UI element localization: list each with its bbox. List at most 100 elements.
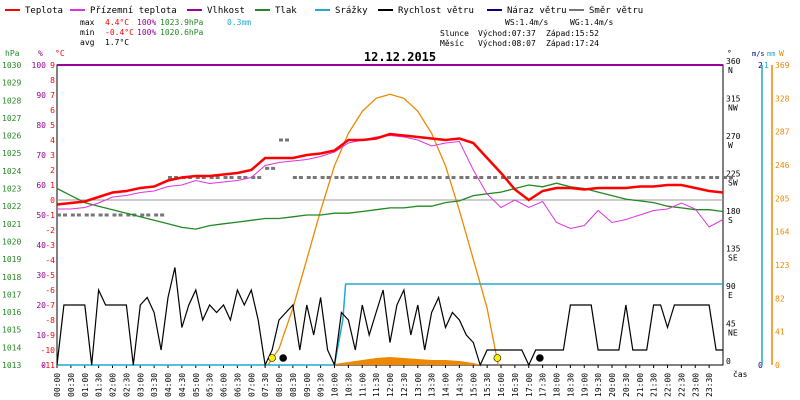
ms-tick-label: 0	[758, 361, 763, 370]
legend: Teplota Přízemní teplota Vlhkost Tlak Srážky…	[5, 6, 643, 16]
w-tick-label: 0	[775, 361, 780, 370]
celsius-tick-label: 2	[50, 166, 55, 175]
hpa-tick-label: 1020	[2, 237, 21, 246]
legend-label: Srážky	[335, 6, 368, 16]
stat-pressure: 1023.9hPa	[160, 18, 204, 27]
stat-temp: -0.4°C	[105, 28, 134, 37]
stat-temp: 1.7°C	[105, 38, 129, 47]
time-tick-label: 07:30	[261, 373, 270, 397]
legend-label: Tlak	[275, 6, 297, 16]
w-tick-label: 164	[775, 228, 790, 237]
time-tick-label: 11:00	[358, 373, 367, 397]
percent-tick-label: 100	[32, 61, 47, 70]
wind-speed-info: WS:1.4m/s	[505, 18, 549, 27]
stat-label: min	[80, 28, 95, 37]
degree-tick-label: 180	[726, 207, 741, 216]
celsius-tick-label: -8	[45, 316, 55, 325]
w-unit: W	[779, 49, 784, 58]
time-tick-label: 03:00	[136, 373, 145, 397]
direction-tick-label: SW	[728, 179, 738, 188]
percent-tick-label: 90	[36, 91, 46, 100]
wind-gust-info: WG:1.4m/s	[570, 18, 614, 27]
celsius-tick-label: -3	[45, 241, 55, 250]
ground-temperature-line	[57, 134, 724, 230]
celsius-tick-label: -11	[41, 361, 56, 370]
time-tick-label: 15:00	[469, 373, 478, 397]
stat-rain: 0.3mm	[227, 18, 251, 27]
w-tick-label: 328	[775, 94, 790, 103]
time-tick-label: 17:30	[539, 373, 548, 397]
pressure-line	[56, 182, 724, 230]
hpa-tick-label: 1028	[2, 96, 21, 105]
time-tick-label: 08:00	[275, 373, 284, 397]
hpa-tick-label: 1026	[2, 132, 21, 141]
percent-tick-label: 40	[36, 241, 46, 250]
time-tick-label: 06:30	[233, 373, 242, 397]
time-tick-label: 12:00	[386, 373, 395, 397]
hpa-unit: hPa	[5, 49, 20, 58]
hpa-tick-label: 1015	[2, 326, 21, 335]
degree-tick-label: 90	[726, 282, 736, 291]
percent-tick-label: 50	[36, 211, 46, 220]
time-tick-label: 10:00	[331, 373, 340, 397]
direction-tick-label: S	[728, 216, 733, 225]
hpa-tick-label: 1017	[2, 290, 21, 299]
celsius-tick-label: -9	[45, 331, 55, 340]
hpa-tick-label: 1019	[2, 255, 21, 264]
precipitation-line	[57, 283, 723, 366]
chart-title: 12.12.2015	[364, 50, 436, 64]
hpa-tick-label: 1029	[2, 79, 21, 88]
ms-unit: m/s	[752, 50, 765, 58]
direction-tick-label: NW	[728, 104, 738, 113]
celsius-tick-label: -7	[45, 301, 55, 310]
wind-speed-line	[56, 267, 723, 368]
legend-label: Vlhkost	[207, 6, 245, 16]
time-tick-label: 15:30	[483, 373, 492, 397]
time-tick-label: 21:30	[650, 373, 659, 397]
moonset-time: Západ:17:24	[546, 39, 599, 48]
hpa-tick-label: 1025	[2, 149, 21, 158]
celsius-tick-label: -4	[45, 256, 55, 265]
celsius-unit: °C	[55, 49, 65, 58]
hpa-tick-label: 1023	[2, 185, 21, 194]
stat-humidity: 100%	[137, 28, 156, 37]
time-tick-label: 19:00	[580, 373, 589, 397]
time-tick-label: 09:30	[317, 373, 326, 397]
time-tick-label: 05:00	[192, 373, 201, 397]
time-tick-label: 10:30	[344, 373, 353, 397]
time-tick-label: 11:30	[372, 373, 381, 397]
hpa-tick-label: 1016	[2, 308, 21, 317]
time-tick-label: 06:00	[220, 373, 229, 397]
celsius-tick-label: 4	[50, 136, 55, 145]
legend-label: Teplota	[25, 6, 63, 16]
time-tick-label: 21:00	[636, 373, 645, 397]
time-tick-label: 23:00	[691, 373, 700, 397]
time-tick-label: 02:30	[122, 373, 131, 397]
time-tick-label: 14:30	[455, 373, 464, 397]
time-tick-label: 01:00	[81, 373, 90, 397]
stat-label: avg	[80, 38, 95, 47]
moonrise-time: Východ:08:07	[478, 39, 536, 48]
stats-panel: max 4.4°C 100% 1023.9hPa 0.3mm min -0.4°C 100% 1…	[80, 18, 614, 48]
legend-label: Přízemní teplota	[90, 6, 177, 16]
w-tick-label: 369	[775, 61, 790, 70]
time-tick-label: 04:00	[164, 373, 173, 397]
time-tick-label: 01:30	[95, 373, 104, 397]
mm-unit: mm	[767, 50, 775, 58]
degree-tick-label: 0	[726, 357, 731, 366]
celsius-tick-label: 8	[50, 76, 55, 85]
event-marker-moonrise	[279, 354, 287, 362]
celsius-tick-label: -1	[45, 211, 55, 220]
sunset-time: Západ:15:52	[546, 29, 599, 38]
direction-tick-label: W	[728, 141, 733, 150]
time-tick-label: 14:00	[442, 373, 451, 397]
direction-tick-label: N	[728, 66, 733, 75]
time-tick-label: 13:00	[414, 373, 423, 397]
hpa-tick-label: 1013	[2, 361, 21, 370]
degree-tick-label: 270	[726, 132, 741, 141]
time-tick-label: 16:30	[511, 373, 520, 397]
percent-tick-label: 70	[36, 151, 46, 160]
percent-tick-label: 20	[36, 301, 46, 310]
direction-tick-label: SE	[728, 254, 738, 263]
percent-tick-label: 10	[36, 331, 46, 340]
